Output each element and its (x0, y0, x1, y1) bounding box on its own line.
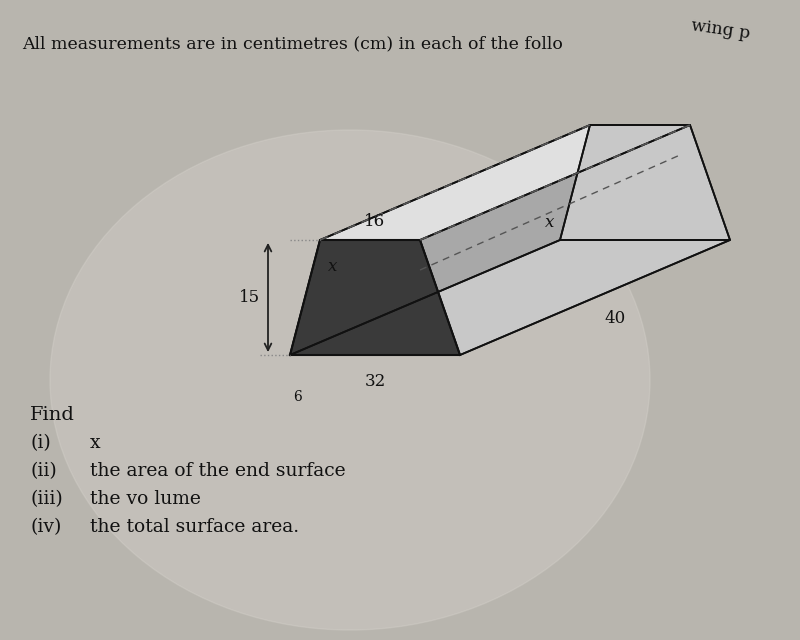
Text: 15: 15 (239, 289, 260, 306)
Text: 6: 6 (294, 390, 302, 404)
Polygon shape (290, 240, 460, 355)
Text: x: x (545, 214, 554, 231)
Polygon shape (320, 125, 690, 240)
Text: (iv): (iv) (30, 518, 62, 536)
Text: x: x (328, 258, 338, 275)
Polygon shape (290, 240, 730, 355)
Text: Find: Find (30, 406, 75, 424)
Text: (ii): (ii) (30, 462, 57, 480)
Text: the total surface area.: the total surface area. (90, 518, 299, 536)
Polygon shape (420, 125, 730, 355)
Polygon shape (290, 125, 590, 355)
Polygon shape (560, 125, 730, 240)
Text: 16: 16 (365, 213, 386, 230)
Text: 32: 32 (364, 373, 386, 390)
Text: the vo lume: the vo lume (90, 490, 201, 508)
Text: (iii): (iii) (30, 490, 62, 508)
Ellipse shape (50, 130, 650, 630)
Text: wing p: wing p (690, 17, 751, 42)
Text: All measurements are in centimetres (cm) in each of the follo: All measurements are in centimetres (cm)… (22, 35, 563, 52)
Text: the area of the end surface: the area of the end surface (90, 462, 346, 480)
Text: (i): (i) (30, 434, 50, 452)
Text: x: x (90, 434, 101, 452)
Text: 40: 40 (604, 310, 626, 326)
